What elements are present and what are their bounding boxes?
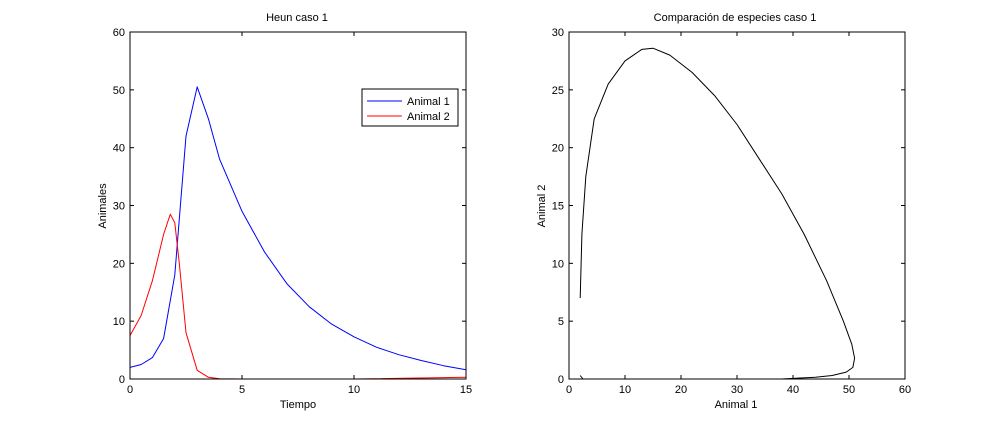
- right-plot-xtick-label: 60: [899, 384, 911, 396]
- right-plot-ytick-label: 15: [552, 201, 564, 213]
- right-plot-xlabel: Animal 1: [715, 399, 758, 411]
- right-plot-ytick-label: 5: [558, 316, 564, 328]
- right-plot-xtick-label: 10: [619, 384, 631, 396]
- legend-label-animal-2: Animal 2: [407, 111, 450, 123]
- left-plot-ytick-label: 0: [119, 374, 125, 386]
- left-plot-xtick-label: 15: [460, 384, 472, 396]
- left-plot-ytick-label: 20: [113, 258, 125, 270]
- right-plot-ytick-label: 30: [552, 27, 564, 39]
- right-plot-xtick-label: 20: [675, 384, 687, 396]
- right-plot-ylabel: Animal 2: [536, 185, 548, 228]
- left-plot-frame: [129, 31, 467, 380]
- left-plot-xlabel: Tiempo: [280, 399, 316, 411]
- left-plot-ytick-label: 30: [113, 201, 125, 213]
- left-plot-xtick-label: 10: [348, 384, 360, 396]
- right-plot-ytick-label: 0: [558, 374, 564, 386]
- right-plot-xtick-label: 0: [566, 384, 572, 396]
- legend-label-animal-1: Animal 1: [407, 96, 450, 108]
- left-plot-line-animal-2: [129, 213, 467, 380]
- left-plot-xtick-label: 5: [239, 384, 245, 396]
- left-plot-line-animal-1: [129, 86, 467, 371]
- right-plot-xtick-label: 30: [731, 384, 743, 396]
- right-plot-ytick-label: 20: [552, 143, 564, 155]
- left-plot-ylabel: Animales: [97, 183, 109, 229]
- left-plot-ytick-label: 60: [113, 27, 125, 39]
- left-plot-ytick-label: 50: [113, 85, 125, 97]
- right-plot-line-series-1: [579, 47, 856, 380]
- left-plot: Heun caso 1 0 5 10 15 0 10 20 30 40 50 60 Tiempo A…: [97, 12, 472, 411]
- right-plot-xtick-label: 40: [787, 384, 799, 396]
- right-plot-frame: [568, 31, 906, 380]
- right-plot: Comparación de especies caso 1 0 10 20 30 40…: [536, 12, 911, 411]
- legend-box: [361, 88, 459, 127]
- right-plot-title: Comparación de especies caso 1: [654, 12, 817, 24]
- legend: Animal 1 Animal 2: [361, 88, 459, 127]
- left-plot-ytick-label: 40: [113, 143, 125, 155]
- right-plot-xtick-label: 50: [843, 384, 855, 396]
- right-plot-ytick-label: 25: [552, 85, 564, 97]
- left-plot-xtick-label: 0: [127, 384, 133, 396]
- left-plot-ytick-label: 10: [113, 316, 125, 328]
- left-plot-title: Heun caso 1: [266, 12, 328, 24]
- right-plot-ytick-label: 10: [552, 258, 564, 270]
